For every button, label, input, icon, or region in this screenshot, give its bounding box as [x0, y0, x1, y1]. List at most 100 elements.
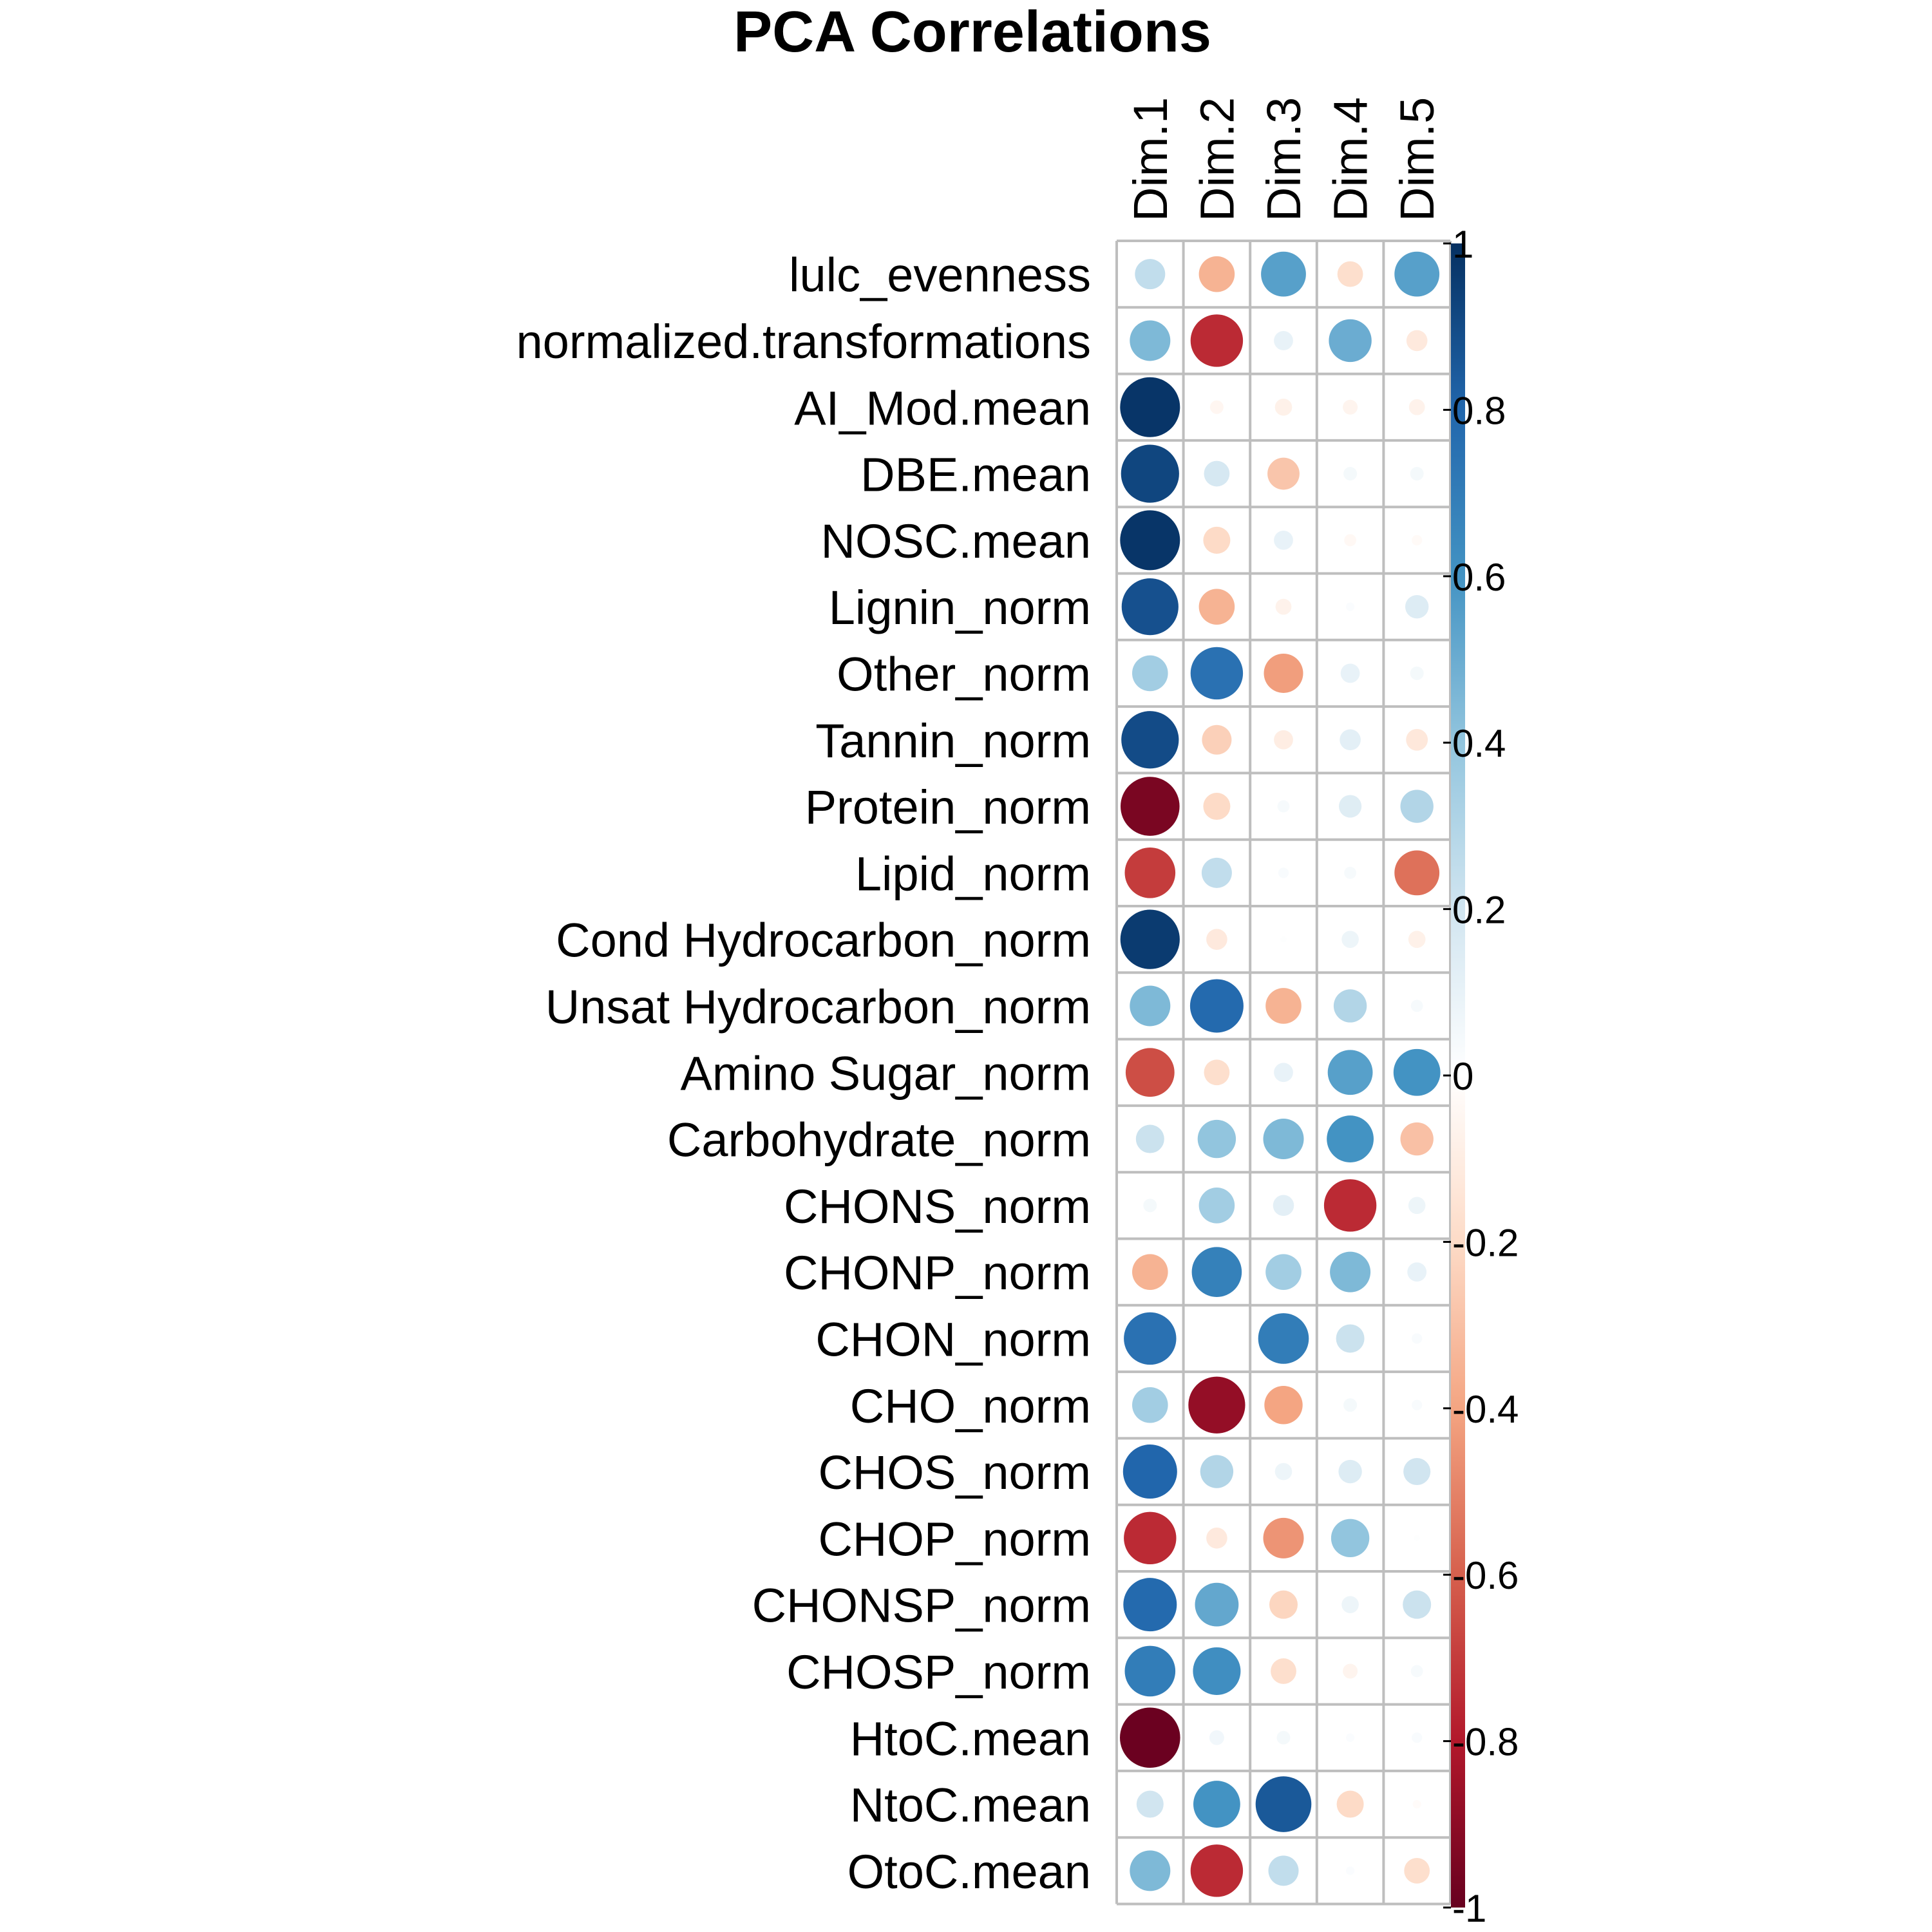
correlation-circle [1405, 594, 1429, 619]
correlation-circle [1277, 800, 1290, 813]
correlation-circle [1408, 931, 1426, 948]
colorbar-tick-label: -0.4 [1452, 1388, 1519, 1431]
row-label: HtoC.mean [850, 1712, 1091, 1765]
row-label: NtoC.mean [850, 1779, 1091, 1832]
colorbar-tick-label: -1 [1452, 1887, 1486, 1930]
correlation-circle [1275, 598, 1292, 615]
correlation-circle [1189, 979, 1244, 1033]
column-label: Dim.1 [1124, 97, 1177, 222]
correlation-circle [1261, 251, 1306, 297]
correlation-circle [1346, 602, 1355, 611]
correlation-circle [1274, 331, 1293, 350]
column-label: Dim.3 [1257, 97, 1311, 222]
row-label: lulc_evenness [789, 249, 1091, 302]
correlation-circle [1407, 1262, 1427, 1282]
correlation-circle [1340, 663, 1360, 683]
correlation-circle [1280, 936, 1287, 943]
correlation-circle [1393, 1048, 1441, 1096]
correlation-circle [1403, 1590, 1432, 1619]
correlation-circle [1278, 867, 1289, 878]
correlation-circle [1200, 1455, 1234, 1488]
correlation-circle [1124, 1312, 1177, 1365]
correlation-circle [1190, 314, 1244, 367]
correlation-circle [1269, 1590, 1298, 1619]
correlation-circle [1412, 535, 1423, 545]
column-labels: Dim.1 Dim.2 Dim.3 Dim.4 Dim.5 [1124, 97, 1444, 222]
correlation-circle [1274, 1463, 1293, 1481]
row-label: CHOP_norm [818, 1512, 1091, 1566]
colorbar-tick-label: 1 [1452, 223, 1473, 266]
correlation-circle [1204, 1059, 1230, 1086]
row-label: CHONSP_norm [752, 1579, 1091, 1633]
row-label: CHON_norm [815, 1312, 1091, 1366]
row-label: Amino Sugar_norm [680, 1046, 1091, 1100]
correlation-circle [1263, 1517, 1304, 1558]
correlation-circle [1412, 1732, 1423, 1743]
correlation-circle [1274, 1063, 1293, 1083]
correlation-circle [1263, 1119, 1304, 1160]
correlation-circle [1264, 1386, 1303, 1425]
correlation-circle [1408, 399, 1425, 415]
row-label: Lignin_norm [829, 581, 1091, 634]
correlation-circle [1330, 1251, 1371, 1293]
row-label: CHOSP_norm [786, 1645, 1091, 1699]
column-label: Dim.4 [1324, 97, 1378, 222]
row-label: Tannin_norm [815, 714, 1091, 768]
correlation-circle [1193, 1781, 1240, 1828]
row-label: OtoC.mean [848, 1845, 1091, 1899]
colorbar-tick-label: -0.2 [1452, 1221, 1519, 1264]
correlation-circle [1120, 510, 1180, 571]
correlation-circle [1265, 1254, 1302, 1290]
correlation-circle [1406, 330, 1428, 352]
correlation-circle [1198, 589, 1235, 625]
correlation-circle [1336, 1324, 1365, 1353]
correlation-circle [1191, 1247, 1242, 1297]
correlation-circle [1124, 1511, 1177, 1565]
correlation-circle [1130, 985, 1171, 1027]
correlation-circle [1400, 790, 1434, 823]
correlation-circle [1343, 467, 1358, 481]
correlation-circle [1206, 1528, 1227, 1549]
row-labels: lulc_evenness normalized.transformations A… [516, 249, 1091, 1899]
correlation-circle [1344, 534, 1357, 547]
correlation-circle [1132, 655, 1168, 692]
correlation-circle [1410, 999, 1423, 1012]
correlation-circle [1120, 1707, 1180, 1768]
colorbar-tick-label: 0.4 [1452, 722, 1506, 765]
row-label: normalized.transformations [516, 315, 1091, 368]
correlation-circle [1410, 467, 1424, 481]
correlation-circle [1136, 1790, 1164, 1818]
correlation-circle [1408, 1197, 1426, 1215]
correlation-circle [1201, 857, 1232, 888]
correlation-circle [1340, 729, 1361, 751]
correlation-circle [1268, 1855, 1299, 1886]
colorbar-tick-label: 0 [1452, 1055, 1473, 1098]
chart-title: PCA Correlations [734, 0, 1211, 64]
correlation-circle [1327, 1115, 1374, 1162]
row-label: NOSC.mean [821, 515, 1091, 568]
correlation-circle [1394, 850, 1440, 896]
correlation-circle [1327, 1050, 1373, 1095]
correlation-circle [1404, 1857, 1430, 1884]
correlation-circle [1209, 1730, 1224, 1745]
correlation-circles [1120, 251, 1441, 1897]
correlation-circle [1123, 1578, 1177, 1632]
correlation-circle [1276, 1730, 1291, 1745]
correlation-circle [1394, 251, 1440, 297]
row-label: CHOS_norm [818, 1446, 1091, 1499]
correlation-circle [1341, 931, 1359, 948]
correlation-circle [1188, 1376, 1245, 1434]
correlation-circle [1209, 400, 1224, 414]
correlation-circle [1343, 1398, 1358, 1412]
correlation-circle [1346, 1733, 1355, 1742]
correlation-circle [1255, 1776, 1312, 1832]
colorbar-tick-label: -0.6 [1452, 1554, 1519, 1597]
correlation-circle [1274, 730, 1293, 750]
colorbar-tick-label: 0.2 [1452, 889, 1506, 932]
correlation-circle [1267, 457, 1300, 490]
correlation-circle [1130, 1850, 1171, 1891]
correlation-circle [1121, 578, 1179, 636]
correlation-circle [1203, 526, 1231, 554]
correlation-circle [1121, 777, 1180, 836]
